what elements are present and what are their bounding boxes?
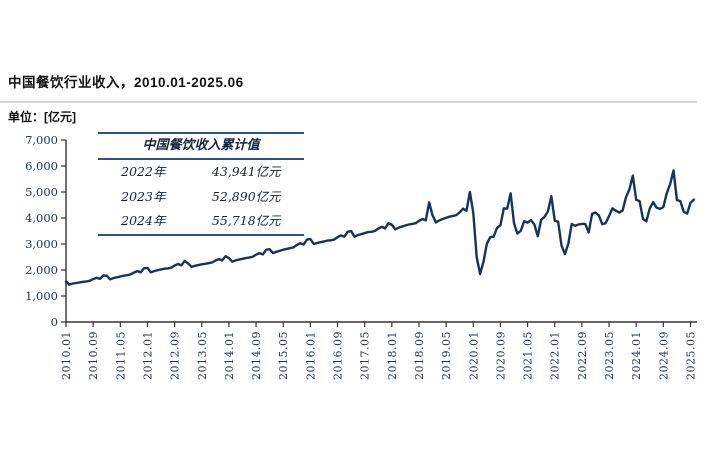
x-tick-label: 2020.09	[494, 331, 507, 380]
x-tick-label: 2017.05	[359, 331, 372, 380]
row-year: 2022年	[121, 164, 166, 179]
x-tick-label: 2023.05	[603, 331, 616, 380]
row-value: 43,941亿元	[211, 164, 281, 179]
x-tick-label: 2020.01	[467, 331, 480, 380]
row-year: 2024年	[121, 213, 166, 228]
x-tick-label: 2012.01	[141, 331, 154, 380]
x-tick-label: 2014.01	[223, 331, 236, 380]
table-row: 2022年 43,941亿元	[98, 160, 304, 185]
row-year: 2023年	[121, 188, 166, 204]
table-row: 2023年 52,890亿元	[98, 185, 304, 210]
x-tick-label: 2021.05	[522, 331, 535, 380]
x-tick-label: 2019.05	[440, 331, 453, 380]
y-tick-label: 1,000	[25, 289, 58, 303]
x-tick-label: 2010.01	[60, 331, 73, 380]
y-tick-label: 7,000	[25, 133, 58, 147]
row-value: 55,718亿元	[211, 213, 281, 228]
x-tick-label: 2018.09	[413, 331, 426, 380]
x-tick-label: 2024.09	[657, 331, 670, 380]
x-tick-label: 2012.09	[169, 331, 182, 380]
axis-unit-label: 单位：[亿元]	[8, 110, 76, 124]
x-tick-label: 2011.05	[114, 331, 127, 380]
x-tick-label: 2025.05	[685, 331, 698, 380]
y-tick-label: 5,000	[25, 185, 58, 199]
y-tick-label: 2,000	[25, 263, 58, 277]
row-value: 52,890亿元	[211, 188, 281, 204]
y-tick-label: 0	[51, 315, 58, 329]
y-tick-label: 4,000	[25, 211, 58, 225]
revenue-line-series	[64, 169, 696, 286]
x-tick-label: 2010.09	[87, 331, 100, 380]
x-tick-label: 2024.01	[630, 331, 643, 380]
title-divider-rule	[0, 101, 697, 103]
y-tick-label: 6,000	[25, 159, 58, 173]
x-tick-label: 2018.01	[386, 331, 399, 380]
x-tick-label: 2015.05	[277, 331, 290, 380]
x-tick-label: 2016.01	[304, 331, 317, 380]
chart-title: 中国餐饮行业收入，2010.01-2025.06	[8, 75, 244, 90]
x-tick-label: 2022.09	[576, 331, 589, 380]
x-tick-label: 2016.09	[332, 331, 345, 380]
summary-table: 中国餐饮收入累计值 2022年 43,941亿元 2023年 52,890亿元 …	[98, 132, 304, 236]
y-tick-label: 3,000	[25, 237, 58, 251]
table-row: 2024年 55,718亿元	[98, 209, 304, 234]
x-tick-label: 2014.09	[250, 331, 263, 380]
x-tick-label: 2013.05	[196, 331, 209, 380]
summary-table-title: 中国餐饮收入累计值	[98, 134, 304, 160]
x-tick-label: 2022.01	[549, 331, 562, 380]
